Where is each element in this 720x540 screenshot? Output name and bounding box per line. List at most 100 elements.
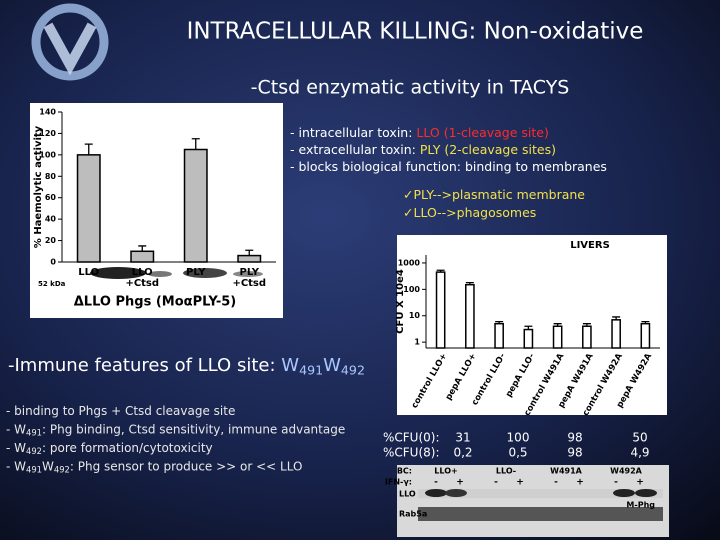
x-tick-label: LLO bbox=[78, 267, 99, 278]
text-segment: - extracellular toxin: bbox=[290, 142, 420, 157]
blot-label: LLO bbox=[399, 490, 416, 499]
figure-panel bbox=[397, 465, 669, 537]
error-bar bbox=[582, 323, 591, 327]
text-line: - blocks biological function: binding to… bbox=[290, 159, 607, 174]
logo bbox=[31, 3, 109, 81]
error-bar bbox=[436, 269, 445, 273]
x-tick-label: LLO +Ctsd bbox=[125, 267, 159, 289]
text-segment: - blocks biological function: binding to… bbox=[290, 159, 607, 174]
table-cell: 0,2 bbox=[453, 446, 472, 460]
chart-title: LIVERS bbox=[570, 240, 610, 251]
blot-label: - bbox=[554, 478, 558, 488]
error-bar bbox=[495, 320, 504, 324]
blot-label: - bbox=[494, 478, 498, 488]
bar bbox=[640, 322, 651, 349]
blot-label: LLO+ bbox=[434, 467, 457, 476]
y-tick-label: 100 bbox=[39, 150, 56, 159]
table-cell: 100 bbox=[507, 431, 530, 445]
blot-label: - bbox=[614, 478, 618, 488]
blot-label: IFN-γ: bbox=[385, 478, 412, 487]
text-line: - extracellular toxin: PLY (2-cleavage s… bbox=[290, 142, 556, 157]
text-line: - W491: Phg binding, Ctsd sensitivity, i… bbox=[6, 422, 345, 437]
bar bbox=[582, 325, 592, 349]
bar bbox=[552, 325, 563, 349]
text-segment: W bbox=[42, 459, 54, 473]
bar bbox=[183, 148, 208, 263]
blot-label: 52 kDa bbox=[38, 280, 66, 288]
text-segment: W bbox=[281, 355, 299, 376]
text-segment: - W bbox=[6, 459, 26, 473]
blot-label: W492A bbox=[610, 467, 643, 476]
text-segment: - binding to Phgs + Ctsd cleavage site bbox=[6, 404, 235, 418]
blot-label: + bbox=[576, 478, 584, 488]
blot-label: + bbox=[456, 478, 464, 488]
y-tick-label: 20 bbox=[45, 236, 57, 245]
text-segment: -Immune features of LLO site: bbox=[8, 355, 281, 376]
error-bar bbox=[641, 320, 650, 324]
bar bbox=[494, 322, 504, 349]
table-cell: 4,9 bbox=[630, 446, 649, 460]
text-line: - binding to Phgs + Ctsd cleavage site bbox=[6, 404, 235, 418]
bar bbox=[465, 283, 475, 349]
error-bar bbox=[245, 249, 254, 256]
error-bar bbox=[553, 323, 562, 327]
text-line: -Immune features of LLO site: W491W492 bbox=[8, 355, 365, 377]
table-cell: 31 bbox=[455, 431, 470, 445]
y-tick-label: 10 bbox=[409, 311, 421, 320]
error-bar bbox=[524, 325, 533, 330]
blot-label: + bbox=[636, 478, 644, 488]
bar bbox=[237, 254, 262, 263]
bar bbox=[611, 319, 621, 349]
error-bar bbox=[465, 281, 474, 285]
table-cell: %CFU(0): bbox=[383, 431, 440, 445]
bar bbox=[76, 154, 101, 263]
text-segment: ✓LLO-->phagosomes bbox=[403, 205, 536, 220]
y-tick-label: 1 bbox=[414, 338, 420, 347]
blot-label: + bbox=[516, 478, 524, 488]
y-axis-label: CFU X 10e4 bbox=[395, 269, 406, 334]
y-axis-label: % Haemolytic activity bbox=[33, 125, 44, 248]
y-tick-label: 60 bbox=[45, 193, 57, 202]
text-line: ✓PLY-->plasmatic membrane bbox=[403, 187, 585, 202]
text-line: ✓LLO-->phagosomes bbox=[403, 205, 536, 220]
y-tick-label: 40 bbox=[45, 215, 57, 224]
blot-label: BC: bbox=[397, 467, 412, 476]
text-segment: : pore formation/cytotoxicity bbox=[42, 441, 213, 455]
y-tick-label: 0 bbox=[50, 258, 56, 267]
x-tick-label: PLY +Ctsd bbox=[232, 267, 266, 289]
text-segment: 492 bbox=[341, 362, 365, 377]
text-segment: W bbox=[323, 355, 341, 376]
table-cell: 98 bbox=[567, 431, 582, 445]
blot-label: M-Phg bbox=[626, 501, 655, 510]
table-cell: 0,5 bbox=[508, 446, 527, 460]
text-segment: - intracellular toxin: bbox=[290, 125, 416, 140]
blot-caption: ΔLLO Phgs (MoαPLY-5) bbox=[74, 295, 237, 310]
table-cell: %CFU(8): bbox=[383, 446, 440, 460]
text-segment: 491 bbox=[26, 464, 42, 474]
table-cell: 50 bbox=[632, 431, 647, 445]
text-segment: : Phg binding, Ctsd sensitivity, immune … bbox=[42, 422, 345, 436]
bar bbox=[130, 250, 155, 263]
text-line: - W492: pore formation/cytotoxicity bbox=[6, 441, 213, 456]
text-segment: 491 bbox=[299, 362, 323, 377]
text-segment: 491 bbox=[26, 427, 42, 437]
text-segment: PLY (2-cleavage sites) bbox=[420, 142, 556, 157]
blot-label: W491A bbox=[550, 467, 583, 476]
y-tick-label: 1000 bbox=[398, 258, 421, 267]
error-bar bbox=[191, 138, 200, 150]
text-segment: - W bbox=[6, 441, 26, 455]
y-tick-label: 120 bbox=[39, 129, 56, 138]
text-segment: 492 bbox=[26, 446, 42, 456]
y-tick-label: 100 bbox=[403, 285, 420, 294]
error-bar bbox=[612, 316, 621, 320]
text-line: - W491W492: Phg sensor to produce >> or … bbox=[6, 459, 302, 474]
text-segment: : Phg sensor to produce >> or << LLO bbox=[70, 459, 303, 473]
text-segment: 492 bbox=[54, 464, 70, 474]
figure-panel bbox=[30, 103, 283, 318]
slide-subtitle: -Ctsd enzymatic activity in TACYS bbox=[251, 77, 570, 99]
blot-label: LLO- bbox=[496, 467, 516, 476]
blot-label: - bbox=[434, 478, 438, 488]
error-bar bbox=[138, 245, 147, 252]
